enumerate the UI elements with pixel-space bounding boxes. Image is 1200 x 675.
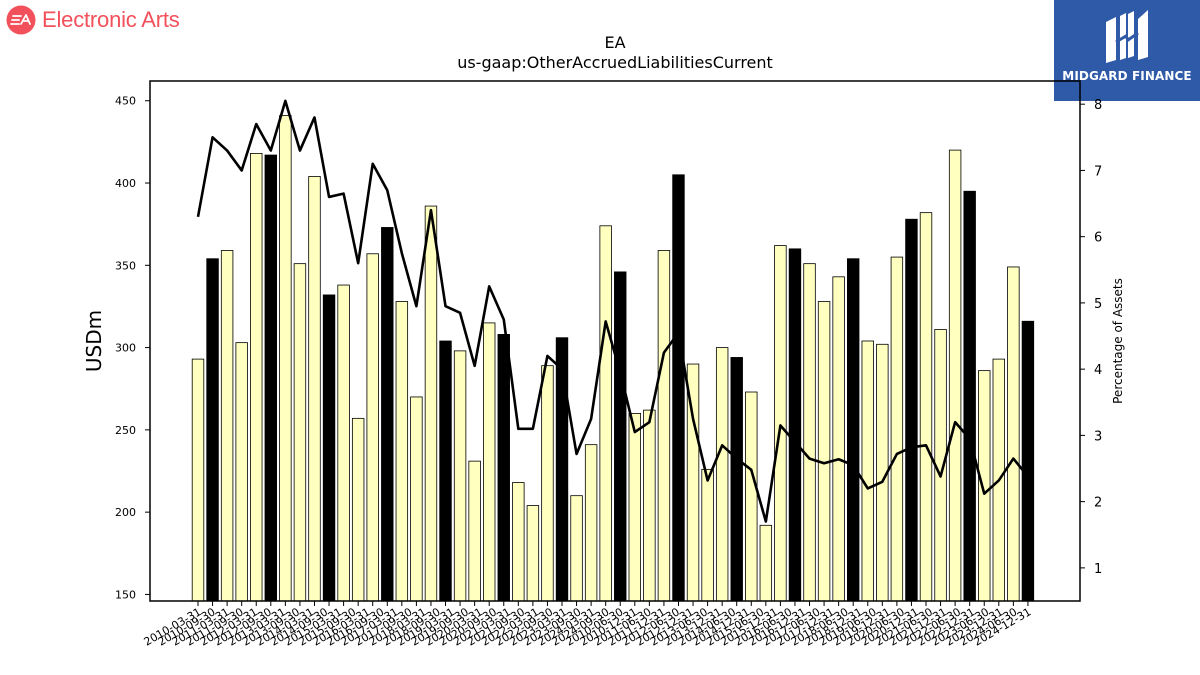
bar-2012-06-30	[322, 294, 336, 602]
bar-2017-12-31	[643, 409, 656, 602]
bar-2023-09-30	[978, 370, 991, 602]
bar-2020-09-30	[803, 263, 816, 602]
bar-2014-03-31	[424, 205, 438, 602]
bar-2011-12-31	[293, 263, 307, 602]
bar-2016-12-31	[584, 444, 598, 602]
bar-2011-09-30	[279, 115, 292, 602]
pct-assets-line	[196, 99, 1029, 523]
bar-2018-06-30	[672, 174, 685, 602]
y2-axis-label: Percentage of Assets	[1111, 278, 1125, 404]
bar-2022-06-30	[905, 218, 918, 602]
bar-2016-03-31	[541, 365, 554, 602]
bar-2018-03-31	[657, 250, 671, 602]
plot-frame	[149, 80, 1081, 602]
ea-logo-icon	[6, 5, 36, 35]
bar-2015-09-30	[512, 482, 525, 602]
y2-tick-label: 7	[1094, 164, 1102, 179]
bar-2014-12-31	[468, 460, 481, 602]
bar-2010-09-30	[220, 250, 234, 602]
bar-2024-03-31	[1007, 266, 1020, 602]
bar-series	[191, 115, 1035, 602]
bar-2019-12-31	[759, 524, 773, 602]
bar-2023-06-30	[963, 190, 976, 602]
bar-2020-12-31	[817, 301, 831, 602]
chart-title: EA	[604, 33, 625, 52]
bar-2014-09-30	[453, 350, 467, 602]
bar-2010-03-31	[191, 358, 205, 602]
bar-2017-03-31	[599, 225, 612, 602]
bar-2012-03-31	[308, 176, 321, 602]
bar-2023-03-31	[948, 149, 962, 602]
bar-2017-09-30	[628, 413, 642, 602]
bar-2020-06-30	[788, 248, 802, 602]
bar-2019-06-30	[730, 357, 743, 602]
y-tick-label: 250	[115, 424, 136, 437]
bar-2019-09-30	[745, 391, 758, 602]
y-tick-label: 350	[115, 259, 136, 272]
y2-tick-label: 8	[1094, 98, 1102, 113]
bar-2018-12-31	[701, 468, 714, 602]
y-tick-label: 400	[115, 177, 136, 190]
bar-2011-03-31	[250, 153, 263, 602]
pct-assets-series	[196, 99, 1029, 523]
partner-name: MIDGARD FINANCE	[1062, 69, 1192, 83]
bar-2017-06-30	[614, 271, 627, 602]
y-tick-label: 450	[115, 95, 136, 108]
bar-2015-06-30	[497, 334, 510, 602]
y-axis-label: USDm	[82, 310, 106, 372]
bar-2015-12-31	[526, 505, 540, 602]
bar-2013-06-30	[381, 227, 394, 602]
y2-tick-label: 3	[1094, 429, 1102, 444]
brand-logo: Electronic Arts	[6, 5, 180, 35]
x-axis: 2010-03-312010-09-302011-03-312011-09-30…	[142, 601, 1033, 649]
y2-tick-label: 5	[1094, 297, 1102, 312]
bar-2019-03-31	[715, 347, 729, 602]
bar-2021-03-31	[832, 276, 845, 602]
bar-2021-09-30	[861, 340, 874, 602]
bar-2022-09-30	[919, 212, 933, 602]
y-tick-label: 300	[115, 342, 136, 355]
y-axis-left: 150 200 250 300 350 400 450	[115, 95, 150, 601]
chart-subtitle: us-gaap:OtherAccruedLiabilitiesCurrent	[457, 53, 773, 72]
midgard-finance-logo-icon	[1106, 10, 1148, 63]
bar-2016-06-30	[555, 337, 569, 602]
bar-2015-03-31	[482, 322, 496, 602]
bar-2024-06-30	[1021, 320, 1035, 602]
y-tick-label: 150	[115, 588, 136, 601]
bar-2012-12-31	[351, 417, 365, 602]
bar-2010-12-31	[235, 342, 248, 602]
y2-tick-label: 1	[1094, 562, 1102, 577]
bar-2013-09-30	[395, 301, 409, 602]
bar-2013-03-31	[366, 253, 379, 602]
bar-2013-12-31	[410, 396, 423, 602]
bar-2010-06-30	[206, 258, 219, 602]
y2-tick-label: 6	[1094, 231, 1102, 246]
bar-2011-06-30	[264, 154, 278, 602]
bar-2020-03-31	[774, 245, 787, 602]
y-tick-label: 200	[115, 506, 136, 519]
y2-tick-label: 2	[1094, 496, 1102, 511]
bar-2022-03-31	[890, 256, 904, 602]
partner-logo: MIDGARD FINANCE	[1054, 0, 1200, 101]
brand-name: Electronic Arts	[42, 7, 180, 32]
bar-2021-06-30	[847, 258, 860, 602]
bar-2014-06-30	[439, 340, 452, 602]
y2-tick-label: 4	[1094, 363, 1102, 378]
y-axis-right: 1 2 3 4 5 6 7 8	[1080, 98, 1102, 577]
bar-2012-09-30	[337, 284, 350, 602]
bar-2016-09-30	[570, 495, 583, 602]
